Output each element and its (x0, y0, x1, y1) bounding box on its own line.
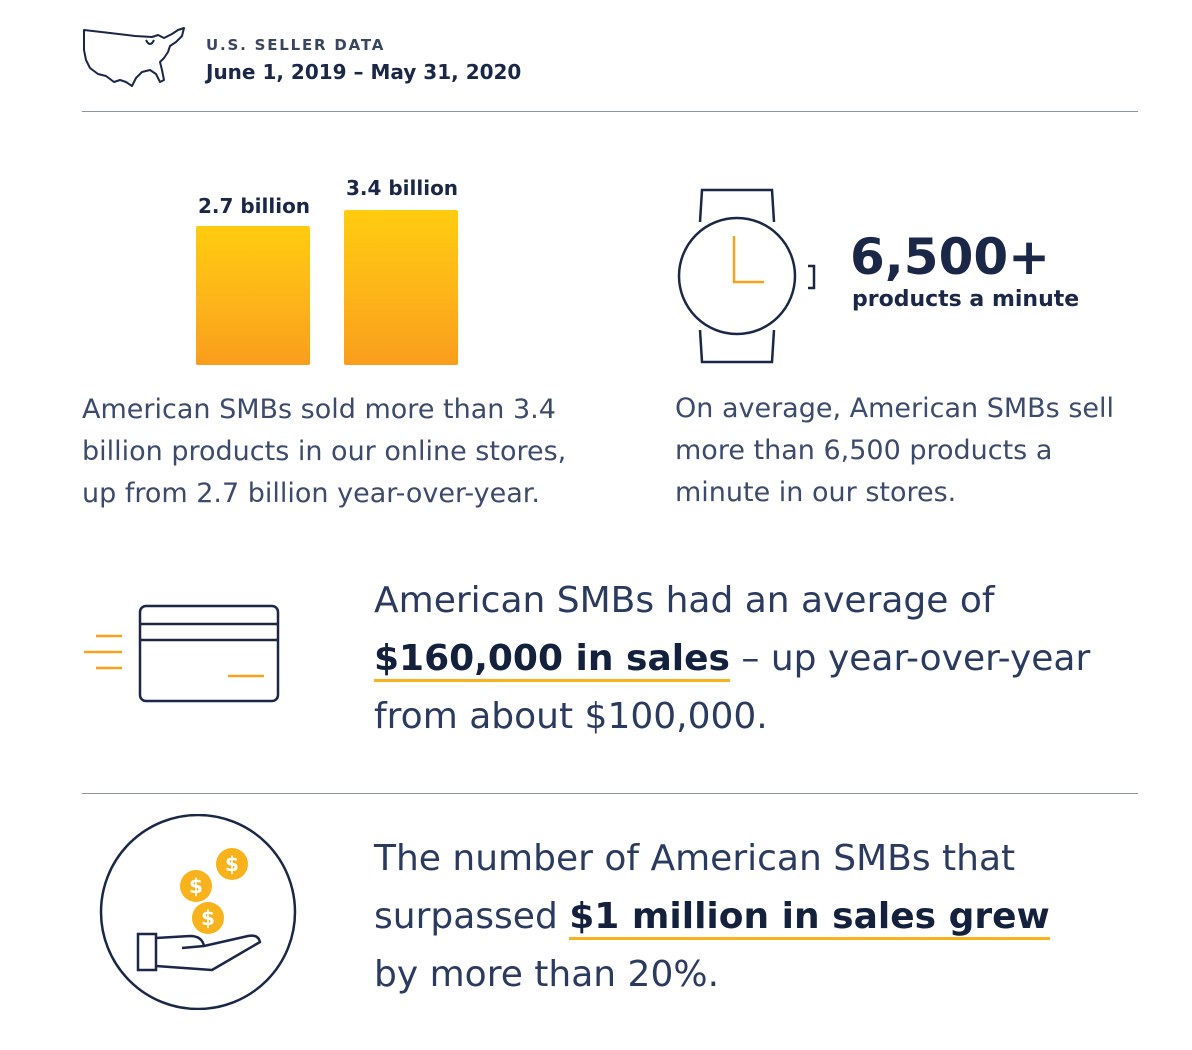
rate-number: 6,500+ (850, 228, 1051, 286)
credit-card-icon (84, 604, 280, 703)
rate-description-line: On average, American SMBs sell (675, 393, 1115, 424)
products-description-line: American SMBs sold more than 3.4 (82, 394, 556, 425)
sales-statement: American SMBs had an average of $160,000… (374, 572, 1154, 746)
million-line-2-pre: surpassed (374, 896, 570, 937)
rate-description-line: more than 6,500 products a (675, 435, 1053, 466)
sales-line-3: from about $100,000. (374, 696, 768, 737)
rate-unit: products a minute (852, 287, 1080, 312)
header-kicker: U.S. SELLER DATA (206, 36, 386, 54)
coins-hand-icon: $ $ $ (99, 814, 297, 1010)
products-description-line: up from 2.7 billion year-over-year. (82, 478, 540, 509)
million-line-1: The number of American SMBs that (374, 838, 1016, 879)
bar-2019 (196, 226, 310, 365)
divider (82, 793, 1138, 794)
sales-line-2-rest: – up year-over-year (729, 638, 1091, 679)
header-date-range: June 1, 2019 – May 31, 2020 (206, 60, 522, 84)
us-map-icon (83, 27, 185, 87)
rate-description: On average, American SMBs sell more than… (675, 388, 1175, 514)
divider (82, 111, 1138, 112)
watch-icon (677, 188, 816, 364)
products-description: American SMBs sold more than 3.4 billion… (82, 389, 642, 515)
million-line-3: by more than 20%. (374, 954, 720, 995)
bar-label-2020: 3.4 billion (345, 176, 459, 200)
sales-line-1: American SMBs had an average of (374, 580, 995, 621)
rate-description-line: minute in our stores. (675, 477, 957, 508)
million-statement: The number of American SMBs that surpass… (374, 830, 1154, 1004)
sales-line-2: $160,000 in sales – up year-over-year (374, 630, 1154, 688)
bar-2020 (344, 210, 458, 365)
million-line-2: surpassed $1 million in sales grew (374, 888, 1154, 946)
million-highlight: $1 million in sales grew (569, 896, 1050, 940)
svg-text:$: $ (189, 874, 203, 898)
bar-label-2019: 2.7 billion (197, 194, 311, 218)
sales-highlight: $160,000 in sales (374, 638, 730, 682)
products-description-line: billion products in our online stores, (82, 436, 567, 467)
svg-text:$: $ (225, 852, 239, 876)
svg-text:$: $ (201, 906, 215, 930)
